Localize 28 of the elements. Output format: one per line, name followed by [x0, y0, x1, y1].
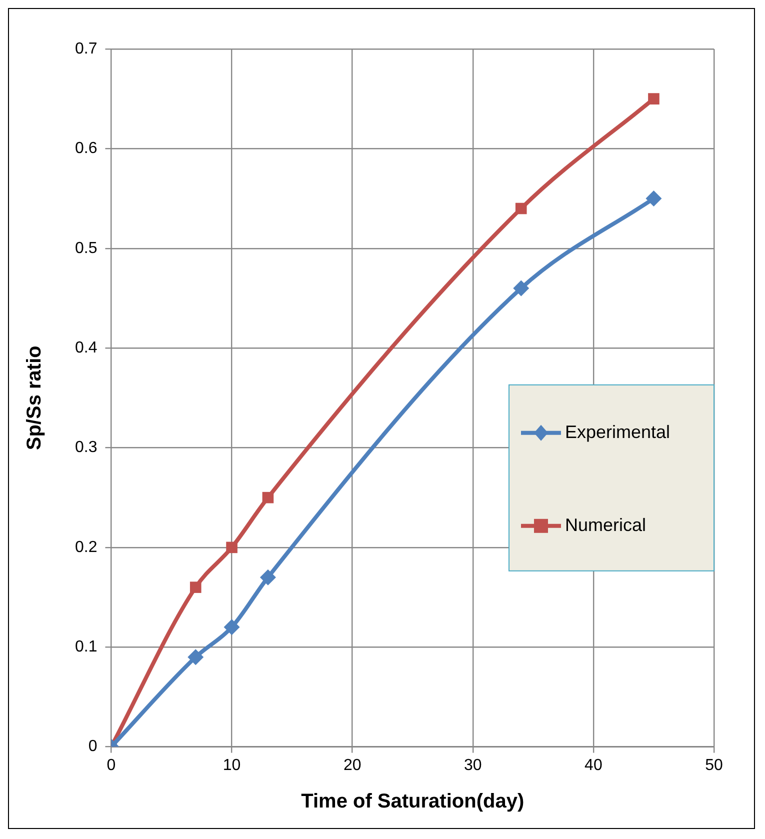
- y-tick-label: 0.6: [74, 140, 98, 158]
- y-tick-label: 0.7: [74, 40, 98, 58]
- y-tick-label: 0.4: [74, 339, 98, 356]
- point: [224, 619, 240, 636]
- point: [646, 190, 662, 207]
- x-tick-label: 0: [106, 756, 116, 774]
- x-tick-label: 20: [343, 756, 362, 774]
- legend-label: Experimental: [565, 422, 670, 442]
- x-tick-label: 50: [705, 756, 723, 774]
- point: [190, 582, 202, 593]
- x-axis-title: Time of Saturation(day): [301, 790, 524, 813]
- point: [648, 93, 660, 104]
- point: [515, 202, 527, 214]
- point: [260, 569, 276, 586]
- point: [513, 280, 530, 296]
- point: [188, 649, 204, 666]
- x-tick-label: 10: [222, 756, 241, 774]
- y-tick-label: 0.5: [74, 240, 98, 257]
- point: [226, 542, 238, 554]
- y-axis-title: Sp/Ss ratio: [24, 346, 46, 450]
- legend-label: Numerical: [565, 514, 646, 535]
- y-tick-label: 0.3: [74, 439, 98, 456]
- x-tick-label: 30: [464, 756, 482, 774]
- y-tick-label: 0.1: [74, 638, 98, 656]
- y-tick-label: 0: [88, 738, 98, 756]
- x-tick-label: 40: [584, 756, 602, 774]
- y-tick-label: 0.2: [74, 538, 98, 556]
- point: [262, 492, 274, 504]
